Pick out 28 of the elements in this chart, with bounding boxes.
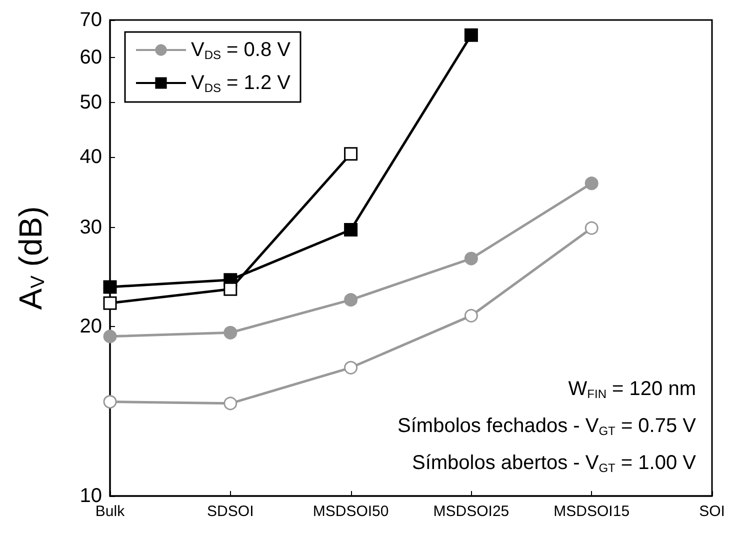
point — [584, 176, 598, 190]
point — [464, 28, 478, 42]
y-tick-label: 20 — [80, 315, 102, 338]
y-axis-title: AV (dB) — [12, 206, 49, 310]
point — [224, 326, 238, 340]
point — [344, 293, 358, 307]
y-tick-label: 70 — [80, 9, 102, 31]
point — [344, 222, 358, 236]
point — [344, 147, 358, 161]
point — [103, 280, 117, 294]
x-tick-label: MSDSOI25 — [433, 503, 510, 520]
point — [103, 330, 117, 344]
point — [344, 360, 358, 374]
point — [224, 396, 238, 410]
y-tick-label: 30 — [80, 216, 102, 238]
point — [103, 296, 117, 310]
point — [103, 395, 117, 409]
x-tick-label: MSDSOI50 — [312, 503, 389, 520]
point — [584, 221, 598, 235]
point — [224, 282, 238, 296]
x-tick-label: MSDSOI15 — [554, 503, 630, 520]
x-tick-label: SOI — [699, 503, 725, 520]
y-tick-label: 50 — [80, 91, 102, 114]
point — [464, 252, 478, 266]
point — [464, 308, 478, 322]
y-tick-label: 60 — [80, 46, 102, 69]
x-tick-label: SDSOI — [207, 503, 254, 520]
y-tick-label: 40 — [80, 146, 102, 168]
